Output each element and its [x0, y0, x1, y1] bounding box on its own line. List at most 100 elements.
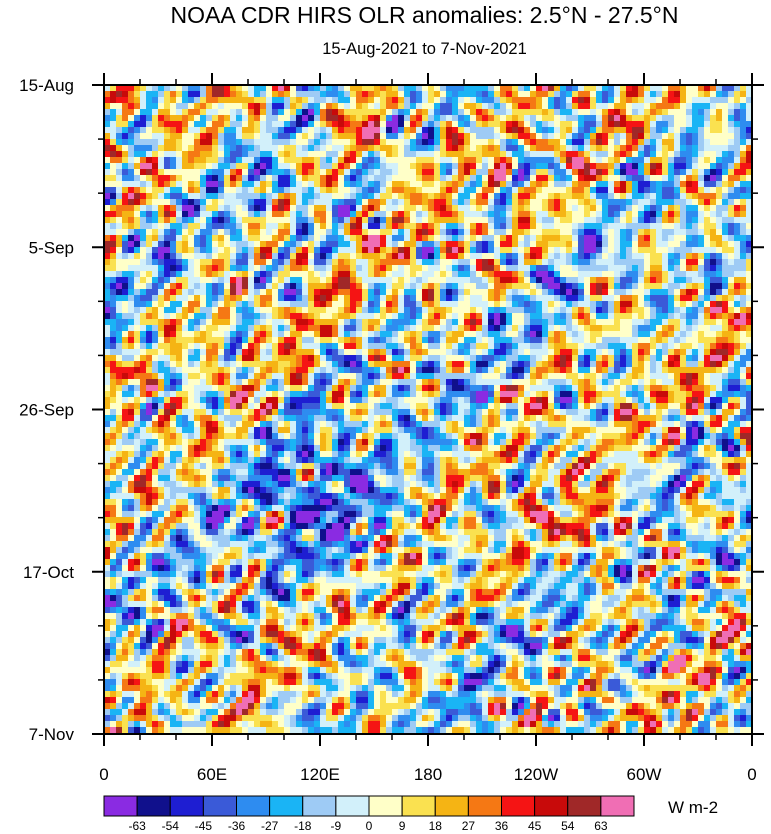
anomaly-cell [242, 97, 249, 104]
anomaly-cell [644, 157, 651, 164]
anomaly-cell [176, 349, 183, 356]
anomaly-cell [416, 319, 423, 326]
anomaly-cell [686, 295, 693, 302]
anomaly-cell [710, 109, 717, 116]
anomaly-cell [548, 295, 555, 302]
anomaly-cell [614, 295, 621, 302]
anomaly-cell [512, 235, 519, 242]
anomaly-cell [650, 301, 657, 308]
anomaly-cell [110, 109, 117, 116]
anomaly-cell [296, 253, 303, 260]
anomaly-cell [116, 139, 123, 146]
anomaly-cell [158, 283, 165, 290]
anomaly-cell [698, 85, 705, 92]
anomaly-cell [458, 103, 465, 110]
anomaly-cell [380, 109, 387, 116]
anomaly-cell [470, 145, 477, 152]
anomaly-cell [698, 319, 705, 326]
anomaly-cell [194, 331, 201, 338]
anomaly-cell [260, 265, 267, 272]
anomaly-cell [464, 331, 471, 338]
anomaly-cell [620, 235, 627, 242]
anomaly-cell [422, 91, 429, 98]
anomaly-cell [404, 235, 411, 242]
anomaly-cell [464, 307, 471, 314]
anomaly-cell [374, 103, 381, 110]
anomaly-cell [146, 283, 153, 290]
anomaly-cell [644, 223, 651, 230]
anomaly-cell [518, 229, 525, 236]
anomaly-cell [734, 349, 741, 356]
anomaly-cell [194, 235, 201, 242]
anomaly-cell [164, 151, 171, 158]
anomaly-cell [656, 127, 663, 134]
anomaly-cell [542, 91, 549, 98]
anomaly-cell [596, 343, 603, 350]
anomaly-cell [386, 85, 393, 92]
anomaly-cell [170, 325, 177, 332]
anomaly-cell [716, 121, 723, 128]
anomaly-cell [728, 193, 735, 200]
anomaly-cell [368, 229, 375, 236]
anomaly-cell [398, 301, 405, 308]
anomaly-cell [626, 337, 633, 344]
anomaly-cell [746, 187, 753, 194]
anomaly-cell [158, 331, 165, 338]
anomaly-cell [560, 247, 567, 254]
anomaly-cell [512, 133, 519, 140]
anomaly-cell [248, 295, 255, 302]
anomaly-cell [224, 133, 231, 140]
anomaly-cell [584, 109, 591, 116]
anomaly-cell [446, 223, 453, 230]
anomaly-cell [308, 331, 315, 338]
anomaly-cell [674, 241, 681, 248]
anomaly-cell [200, 115, 207, 122]
anomaly-cell [434, 163, 441, 170]
anomaly-cell [194, 265, 201, 272]
anomaly-cell [674, 295, 681, 302]
anomaly-cell [296, 175, 303, 182]
anomaly-cell [392, 313, 399, 320]
anomaly-cell [320, 223, 327, 230]
anomaly-cell [584, 181, 591, 188]
anomaly-cell [572, 127, 579, 134]
anomaly-cell [188, 325, 195, 332]
anomaly-cell [626, 277, 633, 284]
anomaly-cell [692, 217, 699, 224]
anomaly-cell [398, 85, 405, 92]
anomaly-cell [644, 277, 651, 284]
anomaly-cell [644, 241, 651, 248]
anomaly-cell [392, 259, 399, 266]
anomaly-cell [602, 163, 609, 170]
anomaly-cell [674, 301, 681, 308]
anomaly-cell [626, 313, 633, 320]
anomaly-cell [434, 337, 441, 344]
anomaly-cell [260, 241, 267, 248]
anomaly-cell [728, 199, 735, 206]
anomaly-cell [434, 241, 441, 248]
anomaly-cell [452, 349, 459, 356]
anomaly-cell [584, 325, 591, 332]
anomaly-cell [170, 169, 177, 176]
anomaly-cell [164, 163, 171, 170]
anomaly-cell [242, 211, 249, 218]
anomaly-cell [446, 163, 453, 170]
anomaly-cell [590, 91, 597, 98]
anomaly-cell [272, 331, 279, 338]
anomaly-cell [614, 103, 621, 110]
anomaly-cell [284, 271, 291, 278]
anomaly-cell [218, 301, 225, 308]
anomaly-cell [176, 301, 183, 308]
anomaly-cell [686, 109, 693, 116]
anomaly-cell [668, 337, 675, 344]
anomaly-cell [128, 217, 135, 224]
anomaly-cell [452, 319, 459, 326]
anomaly-cell [626, 307, 633, 314]
anomaly-cell [206, 283, 213, 290]
anomaly-cell [314, 91, 321, 98]
anomaly-cell [164, 307, 171, 314]
anomaly-cell [410, 145, 417, 152]
anomaly-cell [110, 163, 117, 170]
anomaly-cell [602, 259, 609, 266]
anomaly-cell [446, 325, 453, 332]
